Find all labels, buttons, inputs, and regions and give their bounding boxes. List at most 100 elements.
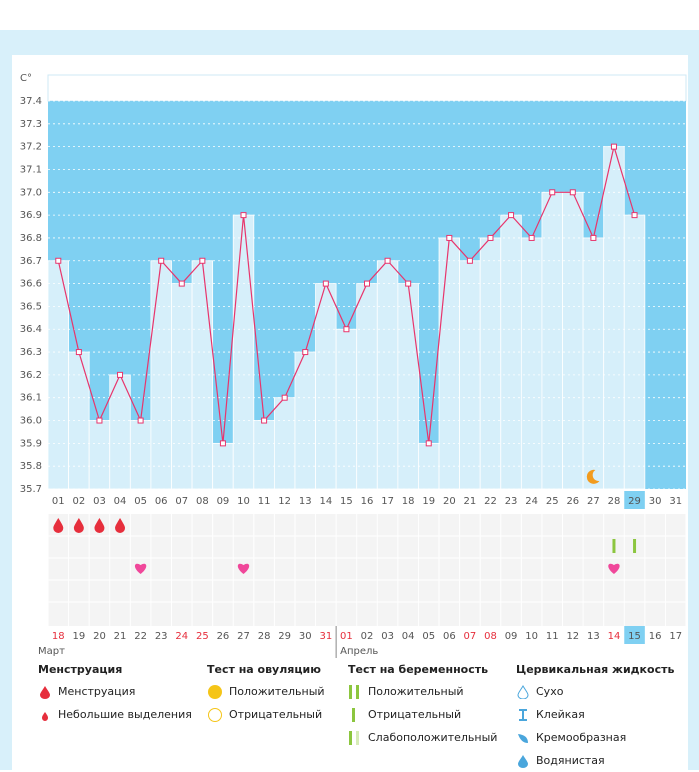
x-tick-label: 25 [546, 496, 559, 507]
x-tick-label: 31 [669, 496, 682, 507]
point [302, 349, 309, 356]
column [603, 146, 625, 490]
x-tick-label: 24 [525, 496, 538, 507]
point [137, 417, 144, 424]
x-tick-label: 04 [114, 496, 127, 507]
x-tick-label: 20 [443, 496, 456, 507]
pregnancy-test [612, 539, 616, 553]
icon [518, 733, 528, 743]
y-tick-label: 36.3 [20, 347, 42, 358]
menstruation-drop [53, 518, 64, 533]
legend-item: Отрицательный [207, 703, 325, 726]
y-tick-label: 36.8 [20, 233, 42, 244]
column [356, 283, 378, 490]
x-tick-label: 27 [587, 496, 600, 507]
x-tick-label: 30 [649, 496, 662, 507]
legend-text: Менструация [58, 685, 136, 698]
menstruation-drop [94, 518, 105, 533]
legend-item: Слабоположительный [348, 726, 497, 749]
point [610, 143, 617, 150]
legend-item: Положительный [207, 680, 325, 703]
x-tick-label: 06 [155, 496, 168, 507]
legend-item: Менструация [38, 680, 192, 703]
rows-background [48, 514, 686, 626]
calendar-date: 17 [669, 631, 682, 642]
calendar-date: 18 [52, 631, 65, 642]
icon [208, 707, 222, 722]
heart [134, 563, 147, 574]
y-tick-label: 36.0 [20, 416, 42, 427]
calendar-date: 21 [114, 631, 127, 642]
calendar-date: 11 [546, 631, 559, 642]
calendar-date: 28 [258, 631, 271, 642]
calendar-date: 07 [464, 631, 477, 642]
column [335, 328, 358, 490]
calendar-date: 15 [628, 631, 641, 642]
point [590, 234, 597, 241]
legend-header: Цервикальная жидкость [516, 663, 675, 676]
column [397, 283, 419, 490]
point [75, 349, 82, 356]
x-tick-label: 01 [52, 496, 65, 507]
calendar-date: 27 [237, 631, 250, 642]
column [212, 442, 234, 490]
legend-item: Клейкая [516, 703, 674, 726]
y-tick-label: 37.1 [20, 164, 42, 175]
calendar-date: 29 [278, 631, 291, 642]
point [384, 257, 391, 264]
icon [518, 754, 528, 768]
pregnancy-test [633, 539, 637, 553]
point [466, 257, 473, 264]
y-tick-label: 36.5 [20, 301, 42, 312]
calendar-date: 19 [73, 631, 86, 642]
point [322, 280, 329, 287]
calendar-date: 01 [340, 631, 353, 642]
x-tick-label: 26 [566, 496, 579, 507]
legend-text: Положительный [229, 685, 325, 698]
calendar-date: 24 [175, 631, 188, 642]
x-tick-label: 03 [93, 496, 106, 507]
y-tick-label: 36.7 [20, 256, 42, 267]
point [55, 257, 62, 264]
legend-item: Отрицательный [348, 703, 497, 726]
legend-text: Положительный [368, 685, 464, 698]
calendar-date: 12 [566, 631, 579, 642]
legend-pregnancy: Тест на беременность Положительный Отриц… [348, 660, 497, 749]
point [528, 234, 535, 241]
calendar-date: 05 [422, 631, 435, 642]
y-tick-label: 35.8 [20, 461, 42, 472]
point [549, 189, 556, 196]
legend-text: Водянистая [536, 754, 605, 767]
calendar-date: 31 [319, 631, 332, 642]
point [261, 417, 268, 424]
y-tick-label: 37.3 [20, 119, 42, 130]
column [582, 237, 605, 490]
x-tick-label: 15 [340, 496, 353, 507]
selected-day [624, 491, 645, 509]
calendar-date: 09 [505, 631, 518, 642]
x-tick-label: 09 [217, 496, 230, 507]
legend-item: Сухо [516, 680, 674, 703]
heart [237, 563, 250, 574]
x-tick-label: 14 [319, 496, 332, 507]
column [520, 237, 543, 490]
x-tick-label: 13 [299, 496, 312, 507]
x-tick-label: 10 [237, 496, 250, 507]
heart [608, 563, 620, 574]
legend-cervical: Цервикальная жидкость Сухо Клейкая Кремо… [516, 660, 674, 772]
calendar-date: 06 [443, 631, 456, 642]
x-tick-label: 02 [73, 496, 86, 507]
legend-header: Тест на овуляцию [207, 663, 321, 676]
legend-item: Кремообразная [516, 726, 674, 749]
legend-item: Небольшие выделения [38, 703, 192, 726]
x-tick-label: 11 [258, 496, 271, 507]
point [446, 234, 453, 241]
legend-text: Отрицательный [368, 708, 462, 721]
legend-text: Клейкая [536, 708, 585, 721]
calendar-date: 13 [587, 631, 600, 642]
column [129, 420, 152, 490]
menstruation-drop [115, 518, 126, 533]
icon [352, 707, 355, 722]
point [178, 280, 185, 287]
